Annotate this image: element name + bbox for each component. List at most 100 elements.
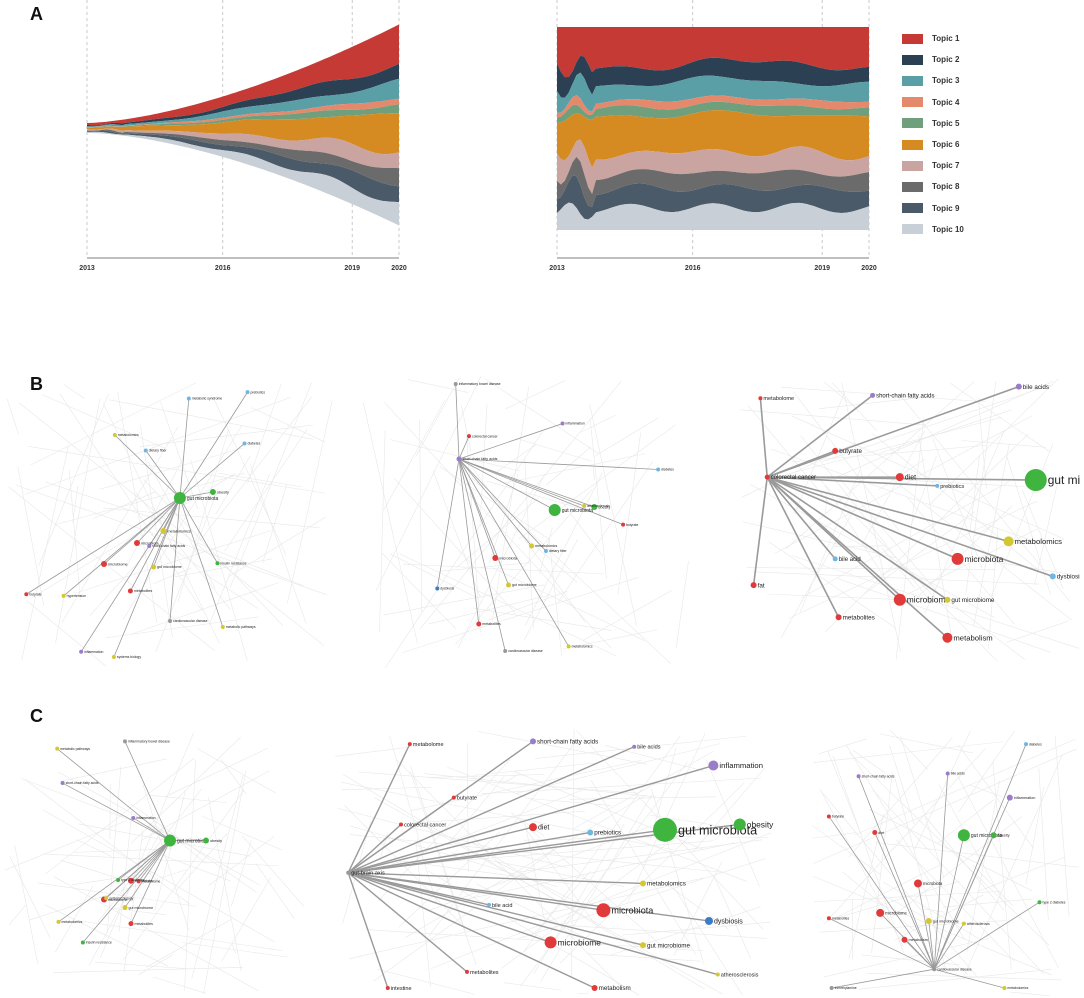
background-edge: [862, 430, 926, 545]
background-edge: [791, 415, 1065, 540]
background-edge: [487, 590, 568, 621]
background-edge: [923, 908, 945, 913]
background-edge: [410, 760, 642, 812]
network-node-label: metabolomics: [572, 645, 593, 649]
background-edge: [152, 567, 192, 585]
network-node: [705, 916, 713, 925]
background-edge: [337, 807, 568, 868]
background-edge: [428, 774, 545, 778]
network-node: [914, 879, 922, 888]
topic-area: [557, 110, 869, 168]
background-edge: [801, 481, 1009, 599]
background-edge: [780, 386, 986, 403]
network-node-label: gut microbiome: [951, 597, 995, 604]
network-node: [750, 582, 757, 589]
network-node: [591, 984, 598, 991]
network-node-label: atherosclerosis: [721, 973, 759, 979]
background-edge: [835, 380, 1055, 478]
network-node-label: microbiota: [923, 881, 943, 886]
background-edge: [404, 794, 647, 939]
background-edge: [907, 480, 1037, 488]
background-edge: [823, 938, 990, 978]
background-edge: [548, 538, 563, 657]
background-edge: [822, 384, 1052, 462]
background-edge: [350, 825, 558, 888]
network-node: [79, 649, 84, 654]
topic-area: [557, 95, 869, 118]
network-edge: [347, 872, 389, 989]
network-node-label: gut microbiota: [562, 508, 594, 514]
network-node: [587, 829, 594, 836]
background-edge: [360, 788, 587, 878]
background-edge: [31, 473, 236, 599]
network-node: [893, 593, 906, 606]
network-node: [835, 614, 842, 621]
network-node-label: gut microbiota: [971, 833, 1003, 839]
network-node: [872, 830, 878, 836]
network-node-label: inflammation: [719, 761, 763, 770]
network-edge: [759, 398, 768, 478]
network-node-label: dietary fiber: [549, 549, 568, 553]
network-node-label: gut microbiome: [129, 906, 154, 910]
network-node-label: metabolomics: [1015, 537, 1063, 546]
year-tick-label: 2020: [861, 265, 877, 272]
network-edge: [130, 497, 181, 592]
background-edge: [390, 553, 479, 599]
background-edge: [428, 594, 551, 625]
network-node: [945, 771, 950, 776]
network-node-label: dietary fiber: [149, 449, 168, 453]
network-node-label: metabolism: [599, 985, 631, 992]
background-edge: [627, 733, 706, 902]
legend-item: Topic 4: [902, 92, 1022, 113]
network-node: [465, 969, 469, 974]
network-edge: [113, 497, 181, 658]
background-edge: [384, 430, 544, 669]
background-edge: [410, 766, 466, 932]
background-edge: [495, 444, 536, 473]
network-node-label: microbiota: [141, 541, 159, 545]
network-node-label: dysbiosis: [1057, 574, 1080, 581]
background-edge: [794, 392, 846, 515]
background-edge: [824, 485, 890, 585]
network-edge: [874, 832, 935, 970]
background-edge: [153, 976, 206, 994]
background-edge: [889, 729, 929, 770]
background-edge: [394, 478, 516, 614]
background-edge: [977, 397, 987, 489]
background-edge: [910, 456, 937, 527]
network-edge: [348, 826, 534, 874]
background-edge: [224, 428, 308, 552]
background-edge: [61, 426, 179, 623]
background-edge: [586, 953, 701, 962]
network-edge: [80, 497, 181, 652]
network-node-label: cardiovascular disease: [937, 967, 972, 971]
network-node: [944, 596, 951, 603]
background-edge: [251, 407, 326, 443]
network-c3: gut microbiota cardiovascular disease diab…: [812, 729, 1079, 996]
legend-item: Topic 10: [902, 219, 1022, 240]
background-edge: [14, 844, 38, 964]
background-edge: [8, 486, 215, 651]
legend-swatch: [902, 224, 923, 235]
network-node-label: obesity: [210, 839, 222, 843]
background-edge: [866, 972, 1062, 981]
network-node-label: insulin resistance: [220, 561, 246, 565]
network-node: [529, 543, 535, 549]
network-edge: [458, 458, 555, 511]
background-edge: [791, 555, 1080, 649]
legend-label: Topic 7: [932, 161, 960, 171]
background-edge: [160, 401, 198, 509]
network-node-label: diabetes: [248, 442, 261, 446]
background-edge: [460, 404, 472, 452]
network-node-label: diet: [878, 831, 884, 835]
background-edge: [501, 826, 691, 969]
background-edge: [190, 459, 248, 661]
network-node-label: short-chain fatty acids: [537, 739, 598, 746]
network-node-label: metabolomics: [647, 881, 686, 888]
network-node: [55, 746, 60, 751]
background-edge: [208, 473, 271, 626]
network-edge: [56, 748, 171, 841]
background-edge: [470, 841, 573, 906]
network-edge: [766, 476, 840, 618]
network-node-label: diet: [905, 475, 916, 482]
